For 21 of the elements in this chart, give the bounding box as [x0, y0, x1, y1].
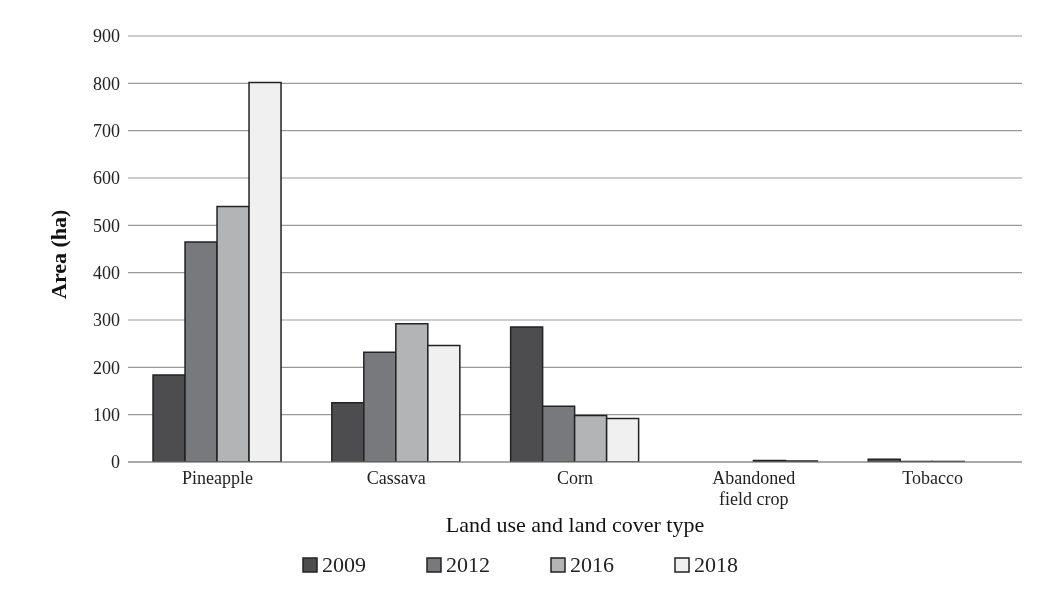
legend-label: 2018	[694, 552, 738, 578]
y-tick-label: 0	[111, 452, 120, 473]
x-axis-title: Land use and land cover type	[445, 512, 705, 537]
y-tick-label: 600	[93, 168, 120, 189]
x-tick-label: Corn	[557, 468, 593, 488]
legend-label: 2012	[446, 552, 490, 578]
x-tick-label: Cassava	[366, 468, 426, 488]
y-tick-label: 100	[93, 405, 120, 426]
x-tick-label: Tobacco	[902, 468, 963, 488]
y-tick-label: 400	[93, 263, 120, 284]
legend-label: 2009	[322, 552, 366, 578]
y-tick-label: 700	[93, 121, 120, 142]
x-tick-label: Pineapple	[181, 468, 253, 488]
y-tick-label: 800	[93, 73, 120, 94]
y-tick-label: 900	[93, 26, 120, 47]
x-tick-label: Abandoned field crop	[712, 468, 796, 509]
legend-label: 2016	[570, 552, 614, 578]
y-tick-label: 200	[93, 357, 120, 378]
y-tick-label: 500	[93, 215, 120, 236]
y-tick-label: 300	[93, 310, 120, 331]
y-axis-title: Area (ha)	[45, 209, 71, 299]
